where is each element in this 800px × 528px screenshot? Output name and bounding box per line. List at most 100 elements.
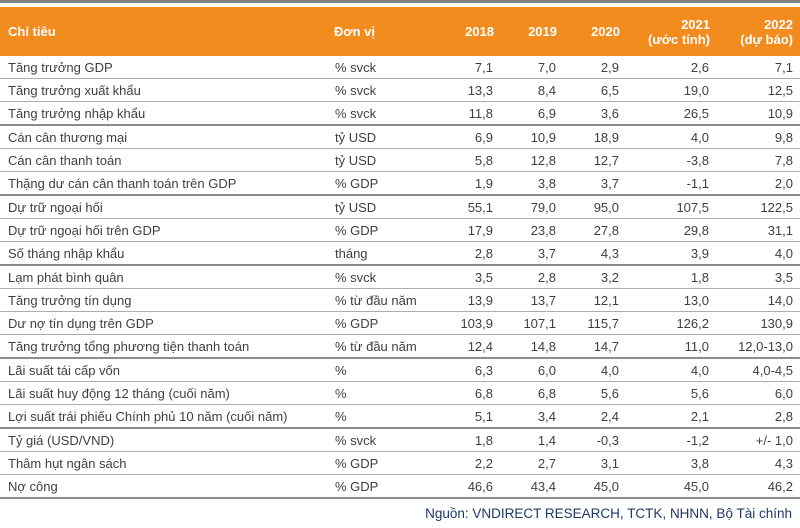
table-row: Tăng trưởng tổng phương tiện thanh toán … — [0, 334, 800, 359]
column-header-2020: 2020 — [557, 7, 620, 56]
row-value: 4,3 — [557, 241, 620, 266]
row-label: Lợi suất trái phiếu Chính phủ 10 năm (cu… — [0, 404, 334, 429]
row-value: 45,0 — [557, 474, 620, 499]
row-label: Dự trữ ngoại hối — [0, 195, 334, 219]
row-value: 5,1 — [432, 404, 494, 429]
row-value: 122,5 — [710, 195, 800, 219]
row-value: 3,7 — [494, 241, 557, 266]
row-value: 29,8 — [620, 218, 710, 242]
table-row: Dự trữ ngoại hối tỷ USD 55,1 79,0 95,0 1… — [0, 195, 800, 219]
row-value: 13,3 — [432, 78, 494, 102]
row-value: 6,8 — [494, 381, 557, 405]
row-value: 11,8 — [432, 101, 494, 126]
row-unit: tháng — [334, 241, 432, 266]
row-value: 4,0-4,5 — [710, 358, 800, 382]
row-value: 3,2 — [557, 265, 620, 289]
row-unit: tỷ USD — [334, 195, 432, 219]
table-row: Dự trữ ngoại hối trên GDP % GDP 17,9 23,… — [0, 218, 800, 242]
row-unit: % GDP — [334, 171, 432, 196]
row-value: 6,0 — [710, 381, 800, 405]
column-header-2022-forecast: 2022 (dự báo) — [710, 7, 800, 56]
table-row: Dư nợ tín dụng trên GDP % GDP 103,9 107,… — [0, 311, 800, 335]
row-unit: % GDP — [334, 451, 432, 475]
row-label: Tỷ giá (USD/VND) — [0, 428, 334, 452]
row-value: 130,9 — [710, 311, 800, 335]
row-value: 6,9 — [432, 125, 494, 149]
table-row: Tăng trưởng nhập khẩu % svck 11,8 6,9 3,… — [0, 101, 800, 126]
row-value: 1,8 — [432, 428, 494, 452]
column-header-label: 2022 — [764, 16, 793, 32]
row-value: 3,9 — [620, 241, 710, 266]
table-row: Lãi suất tái cấp vốn % 6,3 6,0 4,0 4,0 4… — [0, 358, 800, 382]
row-label: Tăng trưởng tín dụng — [0, 288, 334, 312]
row-value: +/- 1,0 — [710, 428, 800, 452]
row-label: Số tháng nhập khẩu — [0, 241, 334, 266]
row-value: 103,9 — [432, 311, 494, 335]
row-value: 6,8 — [432, 381, 494, 405]
row-unit: % svck — [334, 56, 432, 79]
row-value: 13,7 — [494, 288, 557, 312]
row-value: 23,8 — [494, 218, 557, 242]
row-label: Lãi suất tái cấp vốn — [0, 358, 334, 382]
row-value: 2,1 — [620, 404, 710, 429]
row-value: 2,8 — [494, 265, 557, 289]
table-row: Tăng trưởng tín dụng % từ đầu năm 13,9 1… — [0, 288, 800, 312]
column-header-2021-estimate: 2021 (ước tính) — [620, 7, 710, 56]
row-value: 18,9 — [557, 125, 620, 149]
row-value: 107,5 — [620, 195, 710, 219]
row-value: -1,1 — [620, 171, 710, 196]
row-value: 43,4 — [494, 474, 557, 499]
row-value: 46,2 — [710, 474, 800, 499]
row-value: 12,0-13,0 — [710, 334, 800, 359]
row-value: 4,3 — [710, 451, 800, 475]
row-label: Tăng trưởng nhập khẩu — [0, 101, 334, 126]
row-value: 3,5 — [432, 265, 494, 289]
row-value: 31,1 — [710, 218, 800, 242]
row-value: 46,6 — [432, 474, 494, 499]
row-value: 4,0 — [620, 125, 710, 149]
row-value: 2,9 — [557, 56, 620, 79]
row-label: Dự trữ ngoại hối trên GDP — [0, 218, 334, 242]
table-row: Nợ công % GDP 46,6 43,4 45,0 45,0 46,2 — [0, 474, 800, 499]
column-header-2019: 2019 — [494, 7, 557, 56]
row-unit: % GDP — [334, 474, 432, 499]
row-value: 126,2 — [620, 311, 710, 335]
column-header-indicator: Chỉ tiêu — [0, 7, 334, 56]
row-value: 4,0 — [557, 358, 620, 382]
row-value: 12,7 — [557, 148, 620, 172]
row-value: 5,6 — [620, 381, 710, 405]
row-value: 45,0 — [620, 474, 710, 499]
row-value: 2,4 — [557, 404, 620, 429]
row-value: 19,0 — [620, 78, 710, 102]
row-unit: % — [334, 358, 432, 382]
row-value: 107,1 — [494, 311, 557, 335]
table-row: Tăng trưởng GDP % svck 7,1 7,0 2,9 2,6 7… — [0, 56, 800, 79]
row-value: 79,0 — [494, 195, 557, 219]
row-label: Thặng dư cán cân thanh toán trên GDP — [0, 171, 334, 196]
row-value: 10,9 — [710, 101, 800, 126]
row-label: Tăng trưởng tổng phương tiện thanh toán — [0, 334, 334, 359]
row-value: 55,1 — [432, 195, 494, 219]
row-value: 6,3 — [432, 358, 494, 382]
column-header-label: Chỉ tiêu — [8, 24, 56, 39]
row-value: 7,0 — [494, 56, 557, 79]
row-value: 3,8 — [620, 451, 710, 475]
row-value: 3,8 — [494, 171, 557, 196]
table-row: Tỷ giá (USD/VND) % svck 1,8 1,4 -0,3 -1,… — [0, 428, 800, 452]
table-row: Thâm hụt ngân sách % GDP 2,2 2,7 3,1 3,8… — [0, 451, 800, 475]
row-unit: % GDP — [334, 311, 432, 335]
row-value: 7,8 — [710, 148, 800, 172]
row-label: Cán cân thương mại — [0, 125, 334, 149]
row-unit: % svck — [334, 428, 432, 452]
row-value: 1,8 — [620, 265, 710, 289]
row-value: 8,4 — [494, 78, 557, 102]
row-value: -3,8 — [620, 148, 710, 172]
row-value: 1,9 — [432, 171, 494, 196]
row-value: 3,6 — [557, 101, 620, 126]
row-label: Lạm phát bình quân — [0, 265, 334, 289]
row-unit: % svck — [334, 265, 432, 289]
row-value: 6,5 — [557, 78, 620, 102]
table-header: Chỉ tiêu Đơn vị 2018 2019 2020 2021 (ước… — [0, 7, 800, 56]
row-value: 13,9 — [432, 288, 494, 312]
table-row: Lạm phát bình quân % svck 3,5 2,8 3,2 1,… — [0, 265, 800, 289]
